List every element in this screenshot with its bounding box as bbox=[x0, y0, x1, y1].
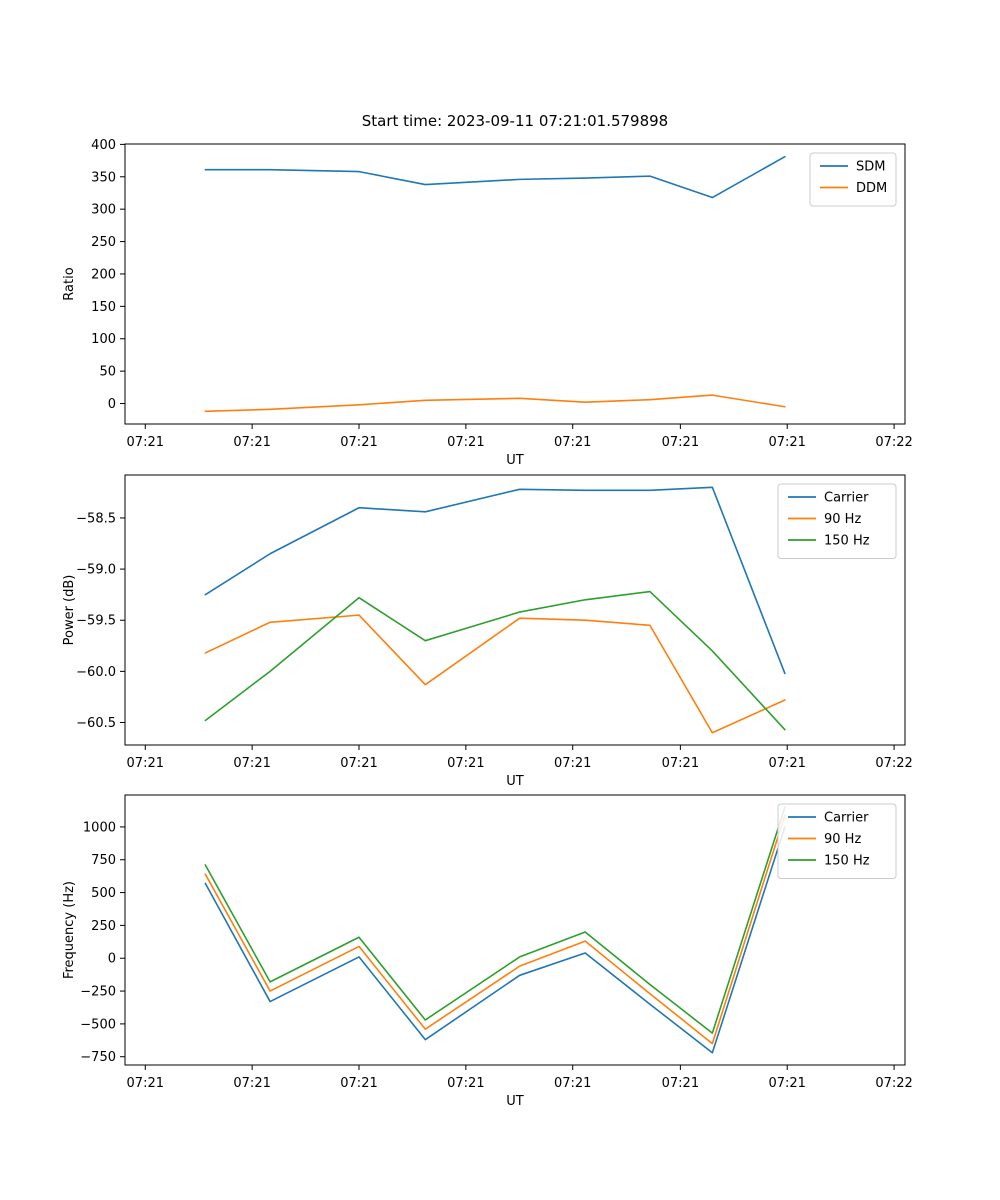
y-tick-label: 0 bbox=[108, 397, 116, 412]
series-line-150 Hz bbox=[204, 806, 786, 1034]
y-tick-label: 750 bbox=[91, 853, 116, 868]
y-axis-label: Ratio bbox=[62, 267, 77, 300]
legend-label: Carrier bbox=[824, 811, 869, 826]
x-tick-label: 07:21 bbox=[554, 1076, 591, 1091]
legend-label: 90 Hz bbox=[824, 832, 861, 847]
y-tick-label: −60.5 bbox=[76, 716, 116, 731]
x-tick-label: 07:21 bbox=[768, 435, 805, 450]
y-tick-label: −500 bbox=[80, 1017, 116, 1032]
y-tick-label: 400 bbox=[91, 138, 116, 153]
x-tick-label: 07:21 bbox=[233, 756, 270, 771]
x-axis-label: UT bbox=[506, 453, 524, 468]
chart-1: −60.5 −60.0 −59.5 −59.0 −58.5 07:21 07:21 07:21… bbox=[62, 474, 913, 789]
x-tick-label: 07:21 bbox=[233, 435, 270, 450]
x-tick-label: 07:21 bbox=[768, 756, 805, 771]
figure-title: Start time: 2023-09-11 07:21:01.579898 bbox=[361, 112, 669, 130]
series-line-SDM bbox=[204, 155, 786, 199]
y-tick-label: 500 bbox=[91, 886, 116, 901]
y-tick-label: 350 bbox=[91, 170, 116, 185]
y-tick-label: 150 bbox=[91, 300, 116, 315]
x-tick-label: 07:22 bbox=[875, 756, 912, 771]
x-axis-label: UT bbox=[506, 774, 524, 789]
y-tick-label: −60.0 bbox=[76, 665, 116, 680]
y-tick-label: −58.5 bbox=[76, 511, 116, 526]
y-tick-label: 50 bbox=[99, 365, 116, 380]
y-axis-label: Power (dB) bbox=[62, 575, 77, 646]
chart-0: 0 50 100 150 200 250 300 350 400 07:21 07:21 07:21 0… bbox=[62, 138, 913, 468]
x-tick-label: 07:21 bbox=[662, 756, 699, 771]
y-axis-label: Frequency (Hz) bbox=[62, 881, 77, 979]
x-tick-label: 07:21 bbox=[340, 1076, 377, 1091]
x-tick-label: 07:21 bbox=[554, 435, 591, 450]
x-tick-label: 07:22 bbox=[875, 435, 912, 450]
x-tick-label: 07:21 bbox=[127, 756, 164, 771]
x-tick-label: 07:21 bbox=[340, 435, 377, 450]
legend-label: 150 Hz bbox=[824, 854, 870, 869]
axes-frame bbox=[124, 474, 906, 746]
x-tick-label: 07:21 bbox=[340, 756, 377, 771]
y-tick-label: 250 bbox=[91, 919, 116, 934]
y-tick-label: −59.5 bbox=[76, 614, 116, 629]
legend-label: 150 Hz bbox=[824, 534, 870, 549]
x-tick-label: 07:21 bbox=[768, 1076, 805, 1091]
y-tick-label: −59.0 bbox=[76, 563, 116, 578]
axes-frame bbox=[124, 143, 906, 425]
series-line-Carrier bbox=[204, 486, 786, 675]
legend-label: SDM bbox=[856, 160, 885, 175]
y-tick-label: 100 bbox=[91, 332, 116, 347]
legend-label: DDM bbox=[856, 181, 887, 196]
x-tick-label: 07:21 bbox=[662, 1076, 699, 1091]
series-line-150 Hz bbox=[204, 590, 786, 731]
y-tick-label: 300 bbox=[91, 203, 116, 218]
y-tick-label: 0 bbox=[108, 952, 116, 967]
series-line-Carrier bbox=[204, 826, 786, 1054]
series-line-90 Hz bbox=[204, 814, 786, 1045]
x-tick-label: 07:21 bbox=[127, 1076, 164, 1091]
y-tick-label: −250 bbox=[80, 985, 116, 1000]
legend-label: Carrier bbox=[824, 491, 869, 506]
y-tick-label: 250 bbox=[91, 235, 116, 250]
x-tick-label: 07:21 bbox=[662, 435, 699, 450]
x-tick-label: 07:21 bbox=[447, 435, 484, 450]
chart-2: −750 −500 −250 0 250 500 750 1000 07:21 07:21 07:2… bbox=[62, 794, 913, 1109]
legend-label: 90 Hz bbox=[824, 512, 861, 527]
series-line-DDM bbox=[204, 394, 786, 413]
x-axis-label: UT bbox=[506, 1094, 524, 1109]
x-tick-label: 07:21 bbox=[447, 756, 484, 771]
y-tick-label: 200 bbox=[91, 267, 116, 282]
x-tick-label: 07:21 bbox=[233, 1076, 270, 1091]
series-line-90 Hz bbox=[204, 614, 786, 734]
y-tick-label: 1000 bbox=[83, 820, 116, 835]
x-tick-label: 07:22 bbox=[875, 1076, 912, 1091]
x-tick-label: 07:21 bbox=[127, 435, 164, 450]
y-tick-label: −750 bbox=[80, 1050, 116, 1065]
x-tick-label: 07:21 bbox=[554, 756, 591, 771]
x-tick-label: 07:21 bbox=[447, 1076, 484, 1091]
axes-frame bbox=[124, 794, 906, 1066]
